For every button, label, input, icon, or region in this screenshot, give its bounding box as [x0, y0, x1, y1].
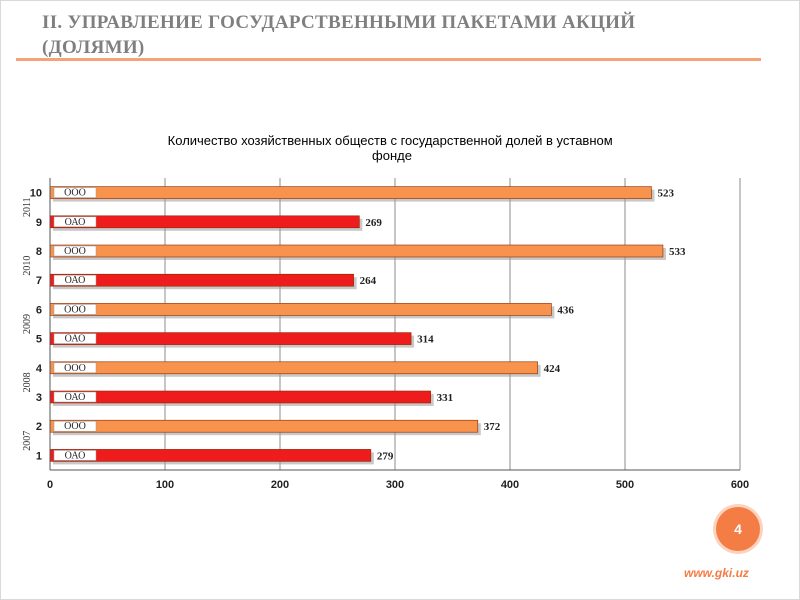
x-tick-label: 600: [731, 479, 749, 491]
bar-category-box: [53, 187, 97, 198]
bar-value-label: 372: [484, 421, 501, 433]
bar-2007-ООО: [49, 419, 479, 433]
y-tick-label: 2: [36, 421, 42, 433]
bar-value-label: 424: [544, 363, 561, 375]
slide-title-line-1: II. УПРАВЛЕНИЕ ГОСУДАРСТВЕННЫМИ ПАКЕТАМИ…: [42, 12, 636, 33]
title-divider: [16, 58, 761, 61]
y-tick-label: 6: [36, 304, 42, 316]
x-tick-label: 300: [386, 479, 404, 491]
y-tick-label: 8: [36, 246, 42, 258]
y-tick-label: 1: [36, 450, 42, 462]
bar-category-box: [53, 333, 97, 344]
bar-value-label: 269: [365, 217, 382, 229]
x-tick-label: 100: [156, 479, 174, 491]
bar-category-label: ОАО: [65, 275, 86, 286]
bar-category-label: ООО: [64, 363, 86, 374]
bar-category-box: [53, 304, 97, 315]
bar-2008-ОАО: [49, 390, 431, 404]
bar-category-box: [53, 216, 97, 228]
bar-value-label: 264: [360, 275, 377, 287]
bar-2010-ООО: [49, 244, 664, 258]
bar-category-label: ОАО: [65, 392, 86, 403]
bar-category-box: [53, 362, 97, 374]
bar-value-label: 279: [377, 450, 394, 462]
bar-value-label: 533: [669, 246, 686, 258]
y-tick-label: 10: [30, 188, 42, 200]
year-label: 2009: [22, 314, 33, 334]
y-tick-label: 3: [36, 392, 42, 404]
bar-2011-ООО: [49, 186, 652, 199]
bar-category-label: ОАО: [65, 217, 86, 228]
x-tick-label: 500: [616, 479, 634, 491]
bar-2009-ООО: [49, 303, 552, 316]
bar-value-label: 436: [557, 304, 574, 316]
bar-2007-ОАО: [49, 449, 372, 462]
bar-value-label: 523: [657, 188, 674, 200]
bar-category-box: [53, 420, 97, 432]
year-label: 2008: [22, 372, 33, 392]
bar-value-label: 331: [437, 392, 454, 404]
year-label: 2010: [22, 256, 33, 276]
y-tick-label: 4: [36, 363, 43, 375]
bar-category-box: [53, 245, 97, 257]
bar-category-box: [53, 274, 97, 286]
bar-2008-ООО: [49, 361, 538, 375]
page-number-badge: 4: [716, 507, 760, 551]
bar-2011-ОАО: [49, 215, 360, 229]
bar-category-box: [53, 391, 97, 403]
y-tick-label: 9: [36, 217, 42, 229]
x-tick-label: 200: [271, 479, 289, 491]
bar-category-box: [53, 450, 97, 461]
bar-category-label: ОАО: [65, 450, 86, 461]
slide-title-line-2: (ДОЛЯМИ): [42, 37, 145, 58]
bar-category-label: ООО: [64, 188, 86, 199]
bar-category-label: ООО: [64, 304, 86, 315]
bar-value-label: 314: [417, 334, 434, 346]
bar-category-label: ООО: [64, 421, 86, 432]
year-label: 2011: [22, 197, 33, 217]
y-tick-label: 5: [36, 334, 42, 346]
y-tick-label: 7: [36, 275, 42, 287]
slide-title: II. УПРАВЛЕНИЕ ГОСУДАРСТВЕННЫМИ ПАКЕТАМИ…: [42, 10, 742, 60]
bar-category-label: ОАО: [65, 334, 86, 345]
year-label: 2007: [22, 431, 33, 451]
chart-title: Количество хозяйственных обществ с госуд…: [168, 133, 617, 163]
site-url-link[interactable]: www.gki.uz: [684, 566, 749, 580]
bar-2009-ОАО: [49, 332, 412, 345]
x-tick-label: 400: [501, 479, 519, 491]
x-tick-label: 0: [47, 479, 53, 491]
bar-category-label: ООО: [64, 246, 86, 257]
